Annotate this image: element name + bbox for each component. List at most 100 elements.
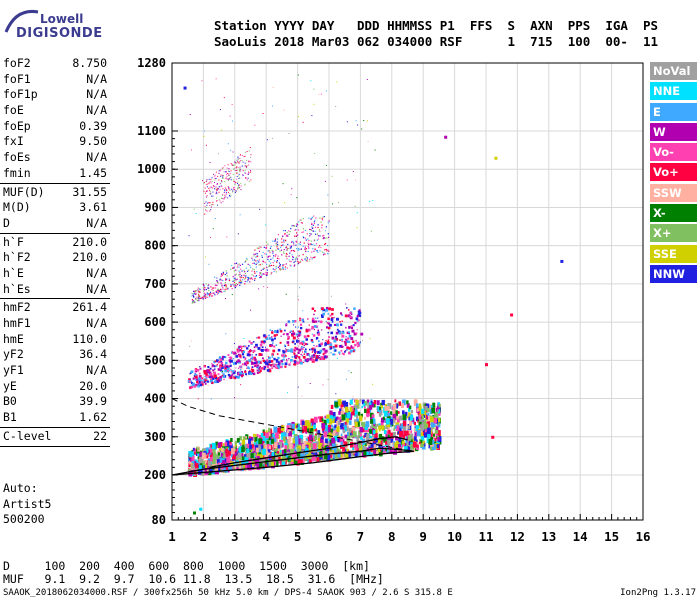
echo-point (239, 369, 242, 371)
echo-point (210, 204, 212, 206)
echo-point (241, 347, 243, 349)
echo-point (239, 278, 241, 280)
echo-point (242, 372, 245, 375)
echo-point (340, 410, 345, 417)
echo-point (378, 408, 382, 413)
echo-point (199, 383, 203, 387)
echo-point (347, 314, 351, 318)
echo-point (334, 401, 339, 408)
echo-point (242, 350, 246, 354)
echo-point (290, 261, 292, 263)
echo-point (429, 406, 432, 410)
echo-point (268, 445, 271, 450)
echo-point (283, 252, 285, 255)
echo-point (321, 219, 324, 221)
echo-point (309, 355, 311, 358)
echo-point (204, 289, 206, 291)
legend-item: X- (650, 204, 697, 223)
echo-point (279, 263, 281, 266)
echo-point (389, 448, 393, 454)
echo-point (308, 434, 313, 441)
echo-point (229, 189, 231, 191)
echo-point (221, 180, 223, 182)
echo-point (197, 298, 199, 300)
echo-point (247, 345, 250, 347)
echo-point (339, 339, 341, 341)
echo-point (339, 419, 342, 423)
echo-point (384, 405, 388, 411)
echo-point (284, 232, 286, 235)
echo-point (245, 177, 247, 179)
echo-point (287, 349, 290, 353)
echo-point (238, 162, 240, 164)
echo-point (241, 154, 243, 156)
echo-point (223, 196, 225, 198)
echo-point (217, 442, 221, 448)
param-row: fmin 1.45 (0, 166, 110, 182)
echo-point (259, 365, 261, 368)
echo-point (319, 354, 321, 357)
echo-point (321, 435, 324, 440)
isolated-point (510, 313, 514, 317)
echo-point (300, 334, 302, 336)
echo-point (427, 425, 430, 430)
echo-point (352, 395, 354, 397)
echo-point (286, 258, 288, 260)
echo-point (347, 452, 351, 459)
echo-point (250, 161, 252, 163)
echo-point (197, 469, 202, 475)
echo-point (278, 456, 281, 461)
echo-point (311, 443, 315, 449)
echo-point (373, 444, 377, 449)
echo-point (250, 266, 252, 268)
echo-point (278, 441, 283, 449)
echo-point (350, 345, 353, 347)
echo-point (246, 463, 251, 470)
echo-point (285, 348, 287, 350)
echo-point (233, 161, 235, 163)
echo-point (191, 302, 193, 304)
echo-point (292, 441, 296, 447)
legend-item: NoVal (650, 62, 697, 80)
echo-point (282, 266, 284, 268)
echo-point (293, 350, 296, 352)
echo-point (249, 445, 252, 450)
echo-point (238, 345, 241, 349)
echo-point (229, 193, 231, 195)
echo-point (242, 374, 244, 376)
param-value: 20.0 (79, 378, 107, 393)
echo-point (213, 287, 215, 289)
echo-point (271, 105, 273, 107)
echo-point (275, 249, 277, 251)
echo-point (234, 192, 236, 194)
echo-point (304, 350, 306, 352)
echo-point (283, 333, 286, 335)
echo-point (211, 457, 216, 464)
echo-point (341, 314, 343, 316)
echo-point (406, 415, 409, 419)
echo-point (266, 365, 270, 368)
echo-point (366, 413, 369, 418)
echo-point (288, 230, 290, 232)
echo-point (232, 174, 234, 176)
echo-point (222, 455, 225, 458)
echo-point (269, 440, 272, 444)
echo-point (352, 171, 354, 173)
echo-point (311, 347, 314, 350)
echo-point (292, 330, 294, 333)
param-value: 210.0 (72, 250, 107, 265)
echo-point (246, 165, 248, 167)
echo-point (189, 458, 193, 462)
echo-point (238, 173, 240, 175)
echo-point (211, 364, 215, 367)
echo-point (209, 286, 212, 288)
echo-point (344, 406, 349, 413)
echo-point (267, 258, 269, 261)
echo-point (342, 446, 346, 452)
echo-point (311, 319, 315, 323)
param-value: 31.55 (72, 184, 107, 199)
echo-point (355, 339, 357, 342)
echo-point (252, 372, 254, 374)
echo-point (309, 243, 311, 245)
echo-point (330, 352, 332, 354)
